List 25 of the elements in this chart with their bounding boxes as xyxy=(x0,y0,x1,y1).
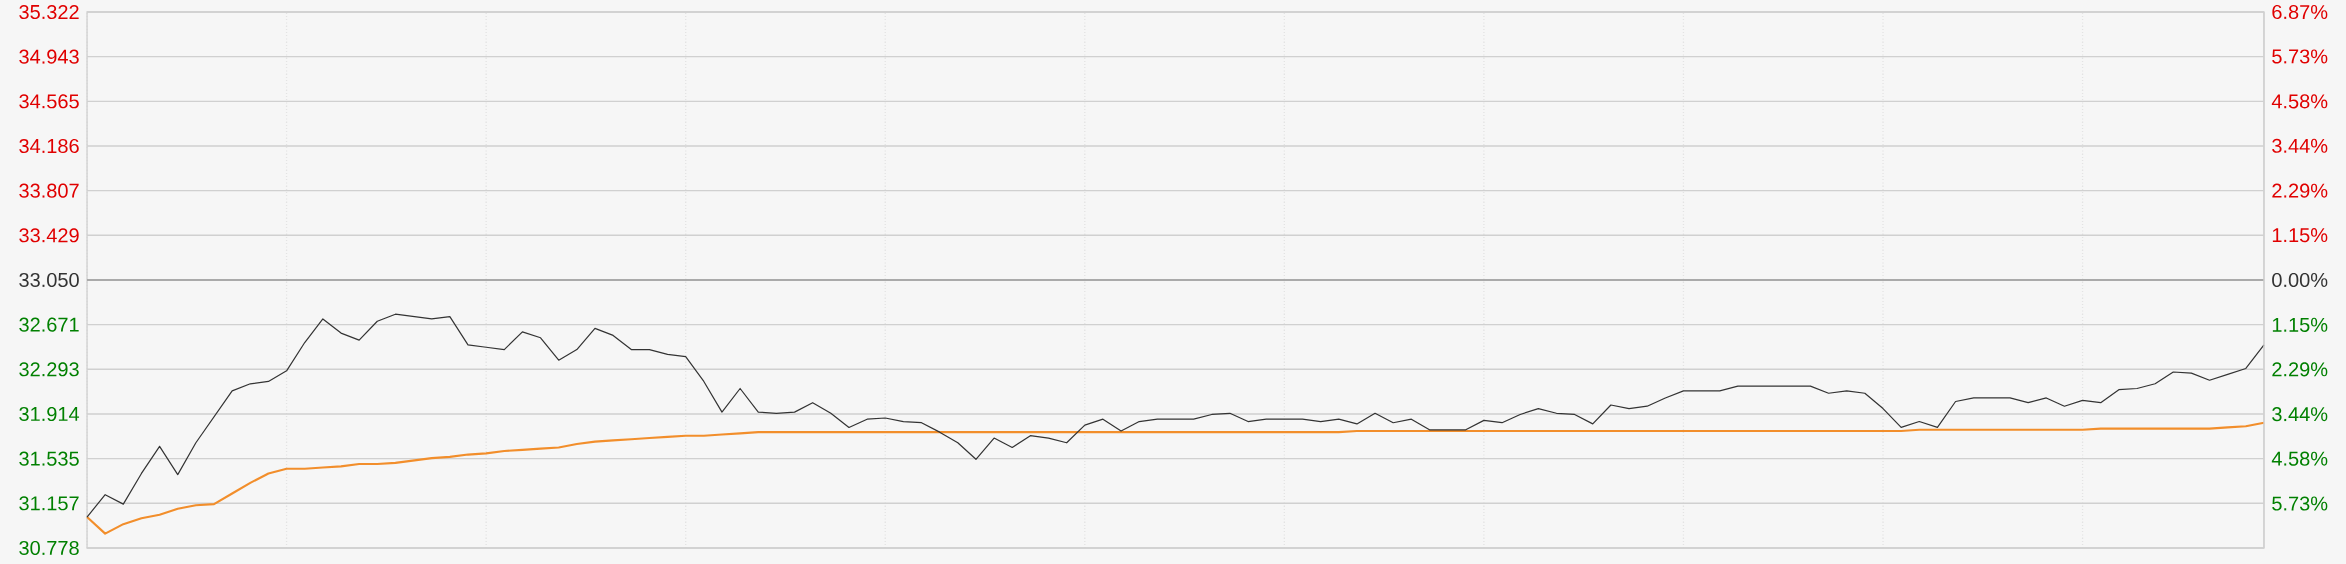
y-tick-label: 34.565 xyxy=(19,94,79,109)
y-tick-label: 33.429 xyxy=(19,228,79,243)
y-tick-label: 32.293 xyxy=(19,362,79,377)
y-tick-label: 31.157 xyxy=(19,496,79,511)
y-tick-label: 34.943 xyxy=(19,49,79,64)
y2-tick-label: 4.58% xyxy=(2271,451,2328,466)
y-tick-label: 30.778 xyxy=(19,540,79,556)
y-tick-label: 34.186 xyxy=(19,138,79,154)
y2-tick-label: 6.87% xyxy=(2272,4,2328,20)
y-tick-label: 32.671 xyxy=(19,317,79,332)
y2-tick-label: 3.44% xyxy=(2272,138,2328,153)
y-tick-label: 33.050 xyxy=(19,272,79,288)
y2-tick-label: 4.58% xyxy=(2271,94,2328,109)
y-tick-label: 33.807 xyxy=(19,183,79,198)
y2-tick-label: 3.44% xyxy=(2272,407,2328,422)
y2-tick-label: 0.00% xyxy=(2272,272,2328,288)
y-tick-label: 35.322 xyxy=(19,4,79,20)
y2-tick-label: 5.73% xyxy=(2272,49,2328,64)
y2-tick-label: 5.73% xyxy=(2272,496,2328,511)
y-tick-label: 31.914 xyxy=(19,406,80,422)
y2-tick-label: 2.29% xyxy=(2272,183,2328,198)
y2-tick-label: 1.15% xyxy=(2272,317,2328,332)
y2-tick-label: 1.15% xyxy=(2272,228,2328,243)
y2-tick-label: 2.29% xyxy=(2272,362,2328,377)
y-tick-label: 31.535 xyxy=(19,451,79,466)
